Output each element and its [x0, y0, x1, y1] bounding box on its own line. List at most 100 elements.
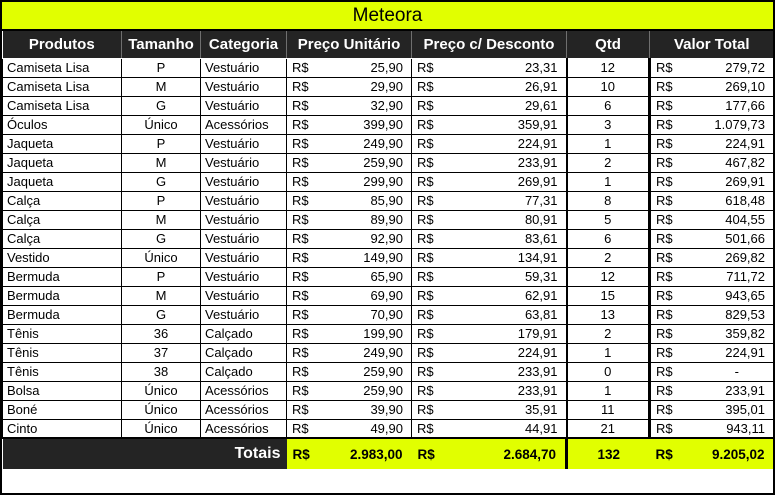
- header-valor-total[interactable]: Valor Total: [649, 31, 773, 59]
- cell-tamanho[interactable]: G: [121, 304, 201, 325]
- cell-tamanho[interactable]: M: [121, 285, 201, 306]
- cell-preco-unitario[interactable]: R$ 89,90: [286, 209, 412, 230]
- cell-tamanho[interactable]: G: [121, 171, 201, 192]
- totals-valor-total[interactable]: R$ 9.205,02: [649, 437, 773, 469]
- cell-categoria[interactable]: Vestuário: [200, 190, 287, 211]
- cell-valor-total[interactable]: R$ 943,11: [648, 418, 773, 439]
- cell-preco-desconto[interactable]: R$ 224,91: [411, 133, 567, 154]
- cell-tamanho[interactable]: Único: [121, 247, 201, 268]
- cell-tamanho[interactable]: M: [121, 209, 201, 230]
- cell-valor-total[interactable]: R$ 233,91: [648, 380, 773, 401]
- cell-tamanho[interactable]: Único: [121, 418, 201, 439]
- cell-qtd[interactable]: 0: [565, 361, 650, 382]
- cell-qtd[interactable]: 6: [565, 95, 650, 116]
- cell-preco-unitario[interactable]: R$ 299,90: [286, 171, 412, 192]
- cell-preco-unitario[interactable]: R$ 32,90: [286, 95, 412, 116]
- cell-valor-total[interactable]: R$ 269,82: [648, 247, 773, 268]
- cell-valor-total[interactable]: R$ 501,66: [648, 228, 773, 249]
- cell-preco-unitario[interactable]: R$ 25,90: [286, 57, 412, 78]
- cell-valor-total[interactable]: R$ 1.079,73: [648, 114, 773, 135]
- cell-preco-unitario[interactable]: R$ 249,90: [286, 342, 412, 363]
- cell-qtd[interactable]: 1: [565, 342, 650, 363]
- totals-preco-unitario[interactable]: R$ 2.983,00: [286, 437, 412, 469]
- cell-valor-total[interactable]: R$ 618,48: [648, 190, 773, 211]
- cell-tamanho[interactable]: 38: [121, 361, 201, 382]
- cell-qtd[interactable]: 1: [565, 133, 650, 154]
- cell-tamanho[interactable]: 37: [121, 342, 201, 363]
- cell-preco-desconto[interactable]: R$ 359,91: [411, 114, 567, 135]
- cell-categoria[interactable]: Calçado: [200, 361, 287, 382]
- cell-valor-total[interactable]: R$ 467,82: [648, 152, 773, 173]
- header-preco-unitario[interactable]: Preço Unitário: [286, 31, 412, 59]
- totals-label[interactable]: Totais: [2, 437, 287, 469]
- cell-qtd[interactable]: 2: [565, 152, 650, 173]
- cell-categoria[interactable]: Vestuário: [200, 304, 287, 325]
- cell-produto[interactable]: Boné: [2, 399, 122, 420]
- cell-preco-unitario[interactable]: R$ 39,90: [286, 399, 412, 420]
- header-produtos[interactable]: Produtos: [2, 31, 122, 59]
- cell-qtd[interactable]: 1: [565, 171, 650, 192]
- cell-preco-unitario[interactable]: R$ 249,90: [286, 133, 412, 154]
- cell-valor-total[interactable]: R$ 224,91: [648, 133, 773, 154]
- cell-preco-desconto[interactable]: R$ 26,91: [411, 76, 567, 97]
- cell-preco-unitario[interactable]: R$ 399,90: [286, 114, 412, 135]
- cell-valor-total[interactable]: R$ 279,72: [648, 57, 773, 78]
- cell-produto[interactable]: Vestido: [2, 247, 122, 268]
- cell-preco-desconto[interactable]: R$ 62,91: [411, 285, 567, 306]
- cell-produto[interactable]: Camiseta Lisa: [2, 57, 122, 78]
- cell-preco-desconto[interactable]: R$ 269,91: [411, 171, 567, 192]
- cell-preco-desconto[interactable]: R$ 59,31: [411, 266, 567, 287]
- cell-categoria[interactable]: Acessórios: [200, 380, 287, 401]
- cell-preco-unitario[interactable]: R$ 69,90: [286, 285, 412, 306]
- cell-preco-unitario[interactable]: R$ 199,90: [286, 323, 412, 344]
- cell-preco-desconto[interactable]: R$ 23,31: [411, 57, 567, 78]
- header-tamanho[interactable]: Tamanho: [121, 31, 201, 59]
- cell-produto[interactable]: Tênis: [2, 361, 122, 382]
- cell-preco-desconto[interactable]: R$ 233,91: [411, 380, 567, 401]
- cell-qtd[interactable]: 2: [565, 323, 650, 344]
- cell-valor-total[interactable]: R$ 359,82: [648, 323, 773, 344]
- cell-valor-total[interactable]: R$ 177,66: [648, 95, 773, 116]
- cell-categoria[interactable]: Vestuário: [200, 228, 287, 249]
- cell-categoria[interactable]: Vestuário: [200, 76, 287, 97]
- cell-produto[interactable]: Jaqueta: [2, 171, 122, 192]
- cell-categoria[interactable]: Vestuário: [200, 209, 287, 230]
- cell-categoria[interactable]: Vestuário: [200, 95, 287, 116]
- cell-qtd[interactable]: 2: [565, 247, 650, 268]
- cell-qtd[interactable]: 11: [565, 399, 650, 420]
- sheet-title-bar[interactable]: Meteora: [2, 2, 773, 31]
- cell-qtd[interactable]: 21: [565, 418, 650, 439]
- cell-preco-desconto[interactable]: R$ 44,91: [411, 418, 567, 439]
- cell-produto[interactable]: Jaqueta: [2, 152, 122, 173]
- cell-produto[interactable]: Calça: [2, 190, 122, 211]
- cell-preco-desconto[interactable]: R$ 179,91: [411, 323, 567, 344]
- cell-produto[interactable]: Bermuda: [2, 266, 122, 287]
- cell-categoria[interactable]: Vestuário: [200, 57, 287, 78]
- cell-produto[interactable]: Calça: [2, 228, 122, 249]
- cell-qtd[interactable]: 12: [565, 266, 650, 287]
- cell-tamanho[interactable]: P: [121, 133, 201, 154]
- cell-preco-desconto[interactable]: R$ 77,31: [411, 190, 567, 211]
- cell-tamanho[interactable]: Único: [121, 380, 201, 401]
- cell-produto[interactable]: Jaqueta: [2, 133, 122, 154]
- cell-preco-unitario[interactable]: R$ 85,90: [286, 190, 412, 211]
- header-qtd[interactable]: Qtd: [566, 31, 650, 59]
- cell-preco-desconto[interactable]: R$ 83,61: [411, 228, 567, 249]
- cell-tamanho[interactable]: M: [121, 152, 201, 173]
- cell-produto[interactable]: Tênis: [2, 342, 122, 363]
- cell-preco-desconto[interactable]: R$ 233,91: [411, 361, 567, 382]
- cell-valor-total[interactable]: R$ 829,53: [648, 304, 773, 325]
- cell-produto[interactable]: Bolsa: [2, 380, 122, 401]
- cell-preco-unitario[interactable]: R$ 29,90: [286, 76, 412, 97]
- cell-produto[interactable]: Camiseta Lisa: [2, 95, 122, 116]
- cell-qtd[interactable]: 8: [565, 190, 650, 211]
- cell-valor-total[interactable]: R$ 943,65: [648, 285, 773, 306]
- cell-preco-desconto[interactable]: R$ 134,91: [411, 247, 567, 268]
- cell-preco-unitario[interactable]: R$ 49,90: [286, 418, 412, 439]
- cell-tamanho[interactable]: G: [121, 95, 201, 116]
- cell-categoria[interactable]: Vestuário: [200, 247, 287, 268]
- cell-tamanho[interactable]: Único: [121, 114, 201, 135]
- cell-qtd[interactable]: 6: [565, 228, 650, 249]
- cell-preco-desconto[interactable]: R$ 35,91: [411, 399, 567, 420]
- cell-qtd[interactable]: 1: [565, 380, 650, 401]
